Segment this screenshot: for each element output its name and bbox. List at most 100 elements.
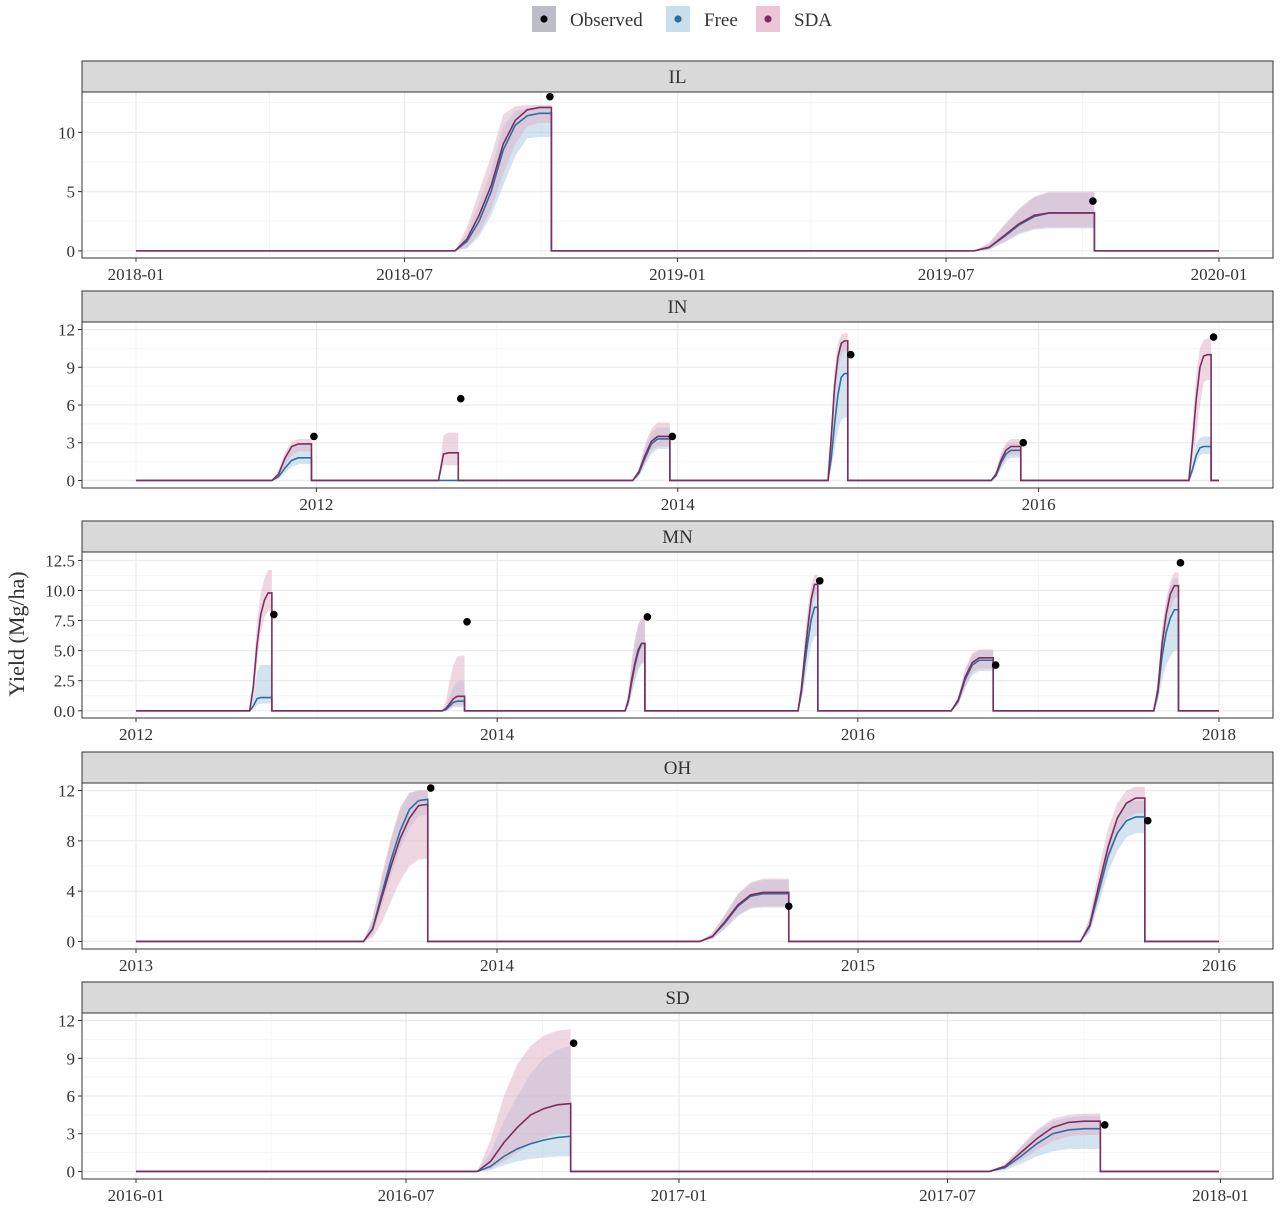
- observed-point: [643, 613, 652, 621]
- y-tick-label: 3: [67, 1125, 76, 1144]
- y-axis: 0.0 2.5 5.0 7.5 10.0 12.5: [45, 551, 82, 721]
- observed-point: [815, 577, 824, 585]
- observed-points: [426, 784, 1152, 911]
- x-tick-label: 2016: [841, 725, 875, 744]
- x-tick-label: 2014: [480, 956, 515, 975]
- x-tick-label: 2013: [119, 956, 153, 975]
- panel-strip: [81, 751, 1274, 784]
- observed-point: [668, 432, 677, 441]
- observed-points: [546, 92, 1097, 205]
- observed-point: [1209, 333, 1218, 341]
- x-tick-label: 2016: [1202, 956, 1236, 975]
- observed-point: [846, 350, 855, 359]
- sda-line: [136, 106, 1219, 252]
- y-tick-label: 12: [58, 321, 75, 340]
- y-axis: 0 3 6 9 12: [58, 321, 82, 490]
- observed-point: [1143, 816, 1152, 825]
- observed-point: [1100, 1121, 1109, 1129]
- observed-points: [270, 559, 1185, 669]
- x-tick-label: 2016: [1022, 495, 1056, 514]
- panel-strip: [81, 60, 1274, 93]
- observed-points: [310, 333, 1218, 447]
- y-tick-label: 6: [67, 396, 76, 415]
- observed-point: [546, 92, 554, 101]
- y-tick-label: 12: [58, 1012, 75, 1031]
- y-tick-label: 10: [58, 123, 75, 142]
- panel-title: OH: [664, 758, 692, 779]
- y-tick-label: 0: [67, 932, 76, 951]
- panel-mn: MN 0.0 2.5 5.0 7.5 10.0 12.5 2012 2014 2016 2018: [45, 520, 1274, 744]
- observed-points: [569, 1039, 1109, 1129]
- sda-line: [136, 340, 1219, 482]
- y-tick-label: 3: [67, 434, 76, 453]
- x-tick-label: 2014: [480, 725, 515, 744]
- panel-il: IL 0 5 10 2018-01 2018-07 2019-01 2019-07 2020-0…: [58, 60, 1274, 284]
- y-tick-label: 4: [67, 882, 76, 901]
- observed-point: [1089, 197, 1097, 205]
- x-axis: 2012 2014 2016: [299, 488, 1056, 514]
- observed-point: [1019, 438, 1028, 447]
- legend-item-observed: Observed: [532, 6, 643, 32]
- gridlines: [82, 92, 1273, 258]
- sda-band: [477, 1029, 1101, 1172]
- panel-strip: [81, 290, 1274, 323]
- legend-key-dot: [764, 15, 772, 23]
- legend-key-dot: [674, 15, 682, 23]
- y-tick-label: 10.0: [45, 581, 75, 600]
- legend: Observed Free SDA: [532, 6, 832, 32]
- y-tick-label: 9: [67, 1049, 76, 1068]
- x-tick-label: 2020-01: [1191, 265, 1248, 284]
- y-tick-label: 8: [67, 832, 76, 851]
- y-tick-label: 0: [67, 1162, 76, 1181]
- legend-key-dot: [540, 15, 548, 23]
- x-tick-label: 2019-01: [649, 265, 706, 284]
- gridlines: [82, 552, 1273, 718]
- observed-point: [1176, 559, 1185, 567]
- plot-border: [81, 782, 1274, 950]
- x-tick-label: 2018: [1202, 725, 1236, 744]
- y-tick-label: 0.0: [54, 702, 75, 721]
- x-tick-label: 2019-07: [918, 265, 975, 284]
- y-tick-label: 9: [67, 358, 76, 377]
- panel-sd: SD 0 3 6 9 12 2016-01 2016-07 2017-01 2017-07 2018…: [58, 981, 1274, 1205]
- free-line: [136, 798, 1219, 943]
- x-axis: 2016-01 2016-07 2017-01 2017-07 2018-01: [108, 1179, 1249, 1205]
- sda-line: [136, 583, 1219, 712]
- x-tick-label: 2015: [841, 956, 875, 975]
- x-axis: 2018-01 2018-07 2019-01 2019-07 2020-01: [108, 258, 1248, 284]
- panel-strip: [81, 981, 1274, 1014]
- y-tick-label: 12.5: [45, 551, 75, 570]
- x-tick-label: 2012: [119, 725, 153, 744]
- observed-point: [991, 661, 1000, 669]
- observed-point: [456, 394, 465, 403]
- plot-border: [81, 551, 1274, 719]
- y-tick-label: 7.5: [54, 612, 75, 631]
- panel-oh: OH 0 4 8 12 2013 2014 2015 2016: [58, 751, 1274, 975]
- legend-item-sda: SDA: [756, 6, 832, 32]
- observed-point: [463, 617, 471, 626]
- y-tick-label: 2.5: [54, 672, 75, 691]
- x-tick-label: 2018-01: [108, 265, 165, 284]
- sda-line: [136, 797, 1219, 943]
- x-tick-label: 2017-07: [919, 1186, 976, 1205]
- y-tick-label: 0: [67, 242, 76, 261]
- observed-point: [310, 432, 318, 441]
- legend-label: SDA: [794, 10, 832, 31]
- legend-label: Observed: [570, 10, 643, 31]
- observed-point: [784, 902, 793, 911]
- observed-point: [569, 1039, 578, 1047]
- x-tick-label: 2018-01: [1192, 1186, 1249, 1205]
- observed-point: [270, 610, 278, 619]
- x-tick-label: 2012: [299, 495, 333, 514]
- y-tick-label: 0: [67, 471, 76, 490]
- panel-title: IN: [667, 297, 687, 318]
- panel-strip: [81, 520, 1274, 553]
- y-tick-label: 6: [67, 1087, 76, 1106]
- x-tick-label: 2016-07: [378, 1186, 435, 1205]
- y-axis-label: Yield (Mg/ha): [4, 571, 29, 696]
- x-axis: 2012 2014 2016 2018: [119, 718, 1236, 744]
- panel-in: IN 0 3 6 9 12 2012 2014 2016: [58, 290, 1274, 514]
- gridlines: [82, 1013, 1273, 1179]
- y-axis: 0 3 6 9 12: [58, 1012, 82, 1181]
- sda-line: [136, 1102, 1219, 1173]
